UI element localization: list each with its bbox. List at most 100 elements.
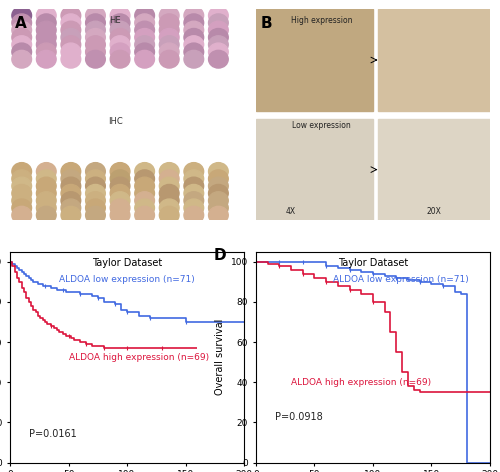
Circle shape bbox=[160, 199, 179, 217]
Circle shape bbox=[86, 7, 105, 25]
Circle shape bbox=[208, 206, 228, 224]
Circle shape bbox=[110, 192, 130, 210]
Circle shape bbox=[160, 185, 179, 202]
Circle shape bbox=[12, 28, 32, 46]
Circle shape bbox=[61, 199, 80, 217]
Circle shape bbox=[110, 28, 130, 46]
Circle shape bbox=[110, 170, 130, 187]
Circle shape bbox=[61, 170, 80, 187]
Circle shape bbox=[61, 192, 80, 210]
Circle shape bbox=[208, 51, 228, 68]
Bar bbox=[256, 9, 373, 110]
Circle shape bbox=[36, 185, 56, 202]
Circle shape bbox=[86, 21, 105, 39]
Circle shape bbox=[61, 43, 80, 61]
Circle shape bbox=[184, 7, 204, 25]
Text: ALDOA low expression (n=71): ALDOA low expression (n=71) bbox=[59, 275, 195, 284]
Circle shape bbox=[184, 185, 204, 202]
Circle shape bbox=[86, 199, 105, 217]
Text: IHC: IHC bbox=[108, 117, 122, 126]
Circle shape bbox=[12, 36, 32, 53]
Circle shape bbox=[135, 43, 154, 61]
Bar bbox=[378, 119, 490, 220]
Circle shape bbox=[36, 51, 56, 68]
Circle shape bbox=[184, 51, 204, 68]
Circle shape bbox=[12, 51, 32, 68]
Circle shape bbox=[110, 177, 130, 195]
Circle shape bbox=[12, 177, 32, 195]
Circle shape bbox=[110, 43, 130, 61]
Circle shape bbox=[160, 192, 179, 210]
Circle shape bbox=[208, 163, 228, 180]
Circle shape bbox=[160, 206, 179, 224]
Circle shape bbox=[208, 185, 228, 202]
Circle shape bbox=[61, 163, 80, 180]
Text: 20X: 20X bbox=[426, 207, 441, 216]
Text: 4X: 4X bbox=[286, 207, 296, 216]
Circle shape bbox=[12, 14, 32, 32]
Circle shape bbox=[86, 192, 105, 210]
Circle shape bbox=[86, 36, 105, 53]
Circle shape bbox=[86, 206, 105, 224]
Circle shape bbox=[184, 199, 204, 217]
Circle shape bbox=[36, 28, 56, 46]
Circle shape bbox=[135, 51, 154, 68]
Text: P=0.0918: P=0.0918 bbox=[274, 413, 322, 422]
Circle shape bbox=[208, 28, 228, 46]
Bar bbox=[378, 9, 490, 110]
Circle shape bbox=[160, 7, 179, 25]
Circle shape bbox=[110, 7, 130, 25]
Circle shape bbox=[160, 177, 179, 195]
Circle shape bbox=[61, 14, 80, 32]
Circle shape bbox=[12, 192, 32, 210]
Circle shape bbox=[110, 21, 130, 39]
Circle shape bbox=[12, 7, 32, 25]
Circle shape bbox=[135, 170, 154, 187]
Circle shape bbox=[184, 43, 204, 61]
Text: Taylor Dataset: Taylor Dataset bbox=[92, 258, 162, 268]
Circle shape bbox=[160, 51, 179, 68]
Bar bbox=[256, 119, 373, 220]
Circle shape bbox=[184, 163, 204, 180]
Circle shape bbox=[135, 14, 154, 32]
Text: Taylor Dataset: Taylor Dataset bbox=[338, 258, 408, 268]
Circle shape bbox=[86, 177, 105, 195]
Text: H→: H→ bbox=[52, 135, 64, 141]
Circle shape bbox=[110, 185, 130, 202]
Text: B: B bbox=[260, 16, 272, 31]
Circle shape bbox=[160, 28, 179, 46]
Circle shape bbox=[160, 43, 179, 61]
Circle shape bbox=[61, 7, 80, 25]
Circle shape bbox=[36, 192, 56, 210]
Circle shape bbox=[135, 192, 154, 210]
Text: L→: L→ bbox=[52, 120, 62, 126]
Circle shape bbox=[36, 21, 56, 39]
Circle shape bbox=[36, 7, 56, 25]
Circle shape bbox=[135, 185, 154, 202]
Circle shape bbox=[86, 163, 105, 180]
Circle shape bbox=[110, 36, 130, 53]
Text: P=0.0161: P=0.0161 bbox=[28, 429, 76, 439]
Text: A: A bbox=[14, 16, 26, 31]
Circle shape bbox=[86, 185, 105, 202]
Circle shape bbox=[110, 163, 130, 180]
Circle shape bbox=[184, 21, 204, 39]
Text: High expression: High expression bbox=[290, 16, 352, 25]
Circle shape bbox=[160, 21, 179, 39]
Circle shape bbox=[36, 206, 56, 224]
Circle shape bbox=[184, 36, 204, 53]
Circle shape bbox=[184, 28, 204, 46]
Circle shape bbox=[135, 7, 154, 25]
Circle shape bbox=[184, 206, 204, 224]
Circle shape bbox=[86, 14, 105, 32]
Circle shape bbox=[36, 43, 56, 61]
Circle shape bbox=[86, 28, 105, 46]
Text: ALDOA high expression (n=69): ALDOA high expression (n=69) bbox=[291, 378, 432, 387]
Circle shape bbox=[208, 14, 228, 32]
Circle shape bbox=[86, 43, 105, 61]
Circle shape bbox=[160, 36, 179, 53]
Circle shape bbox=[110, 206, 130, 224]
Y-axis label: Overall survival: Overall survival bbox=[216, 319, 226, 396]
Circle shape bbox=[160, 163, 179, 180]
Circle shape bbox=[110, 51, 130, 68]
